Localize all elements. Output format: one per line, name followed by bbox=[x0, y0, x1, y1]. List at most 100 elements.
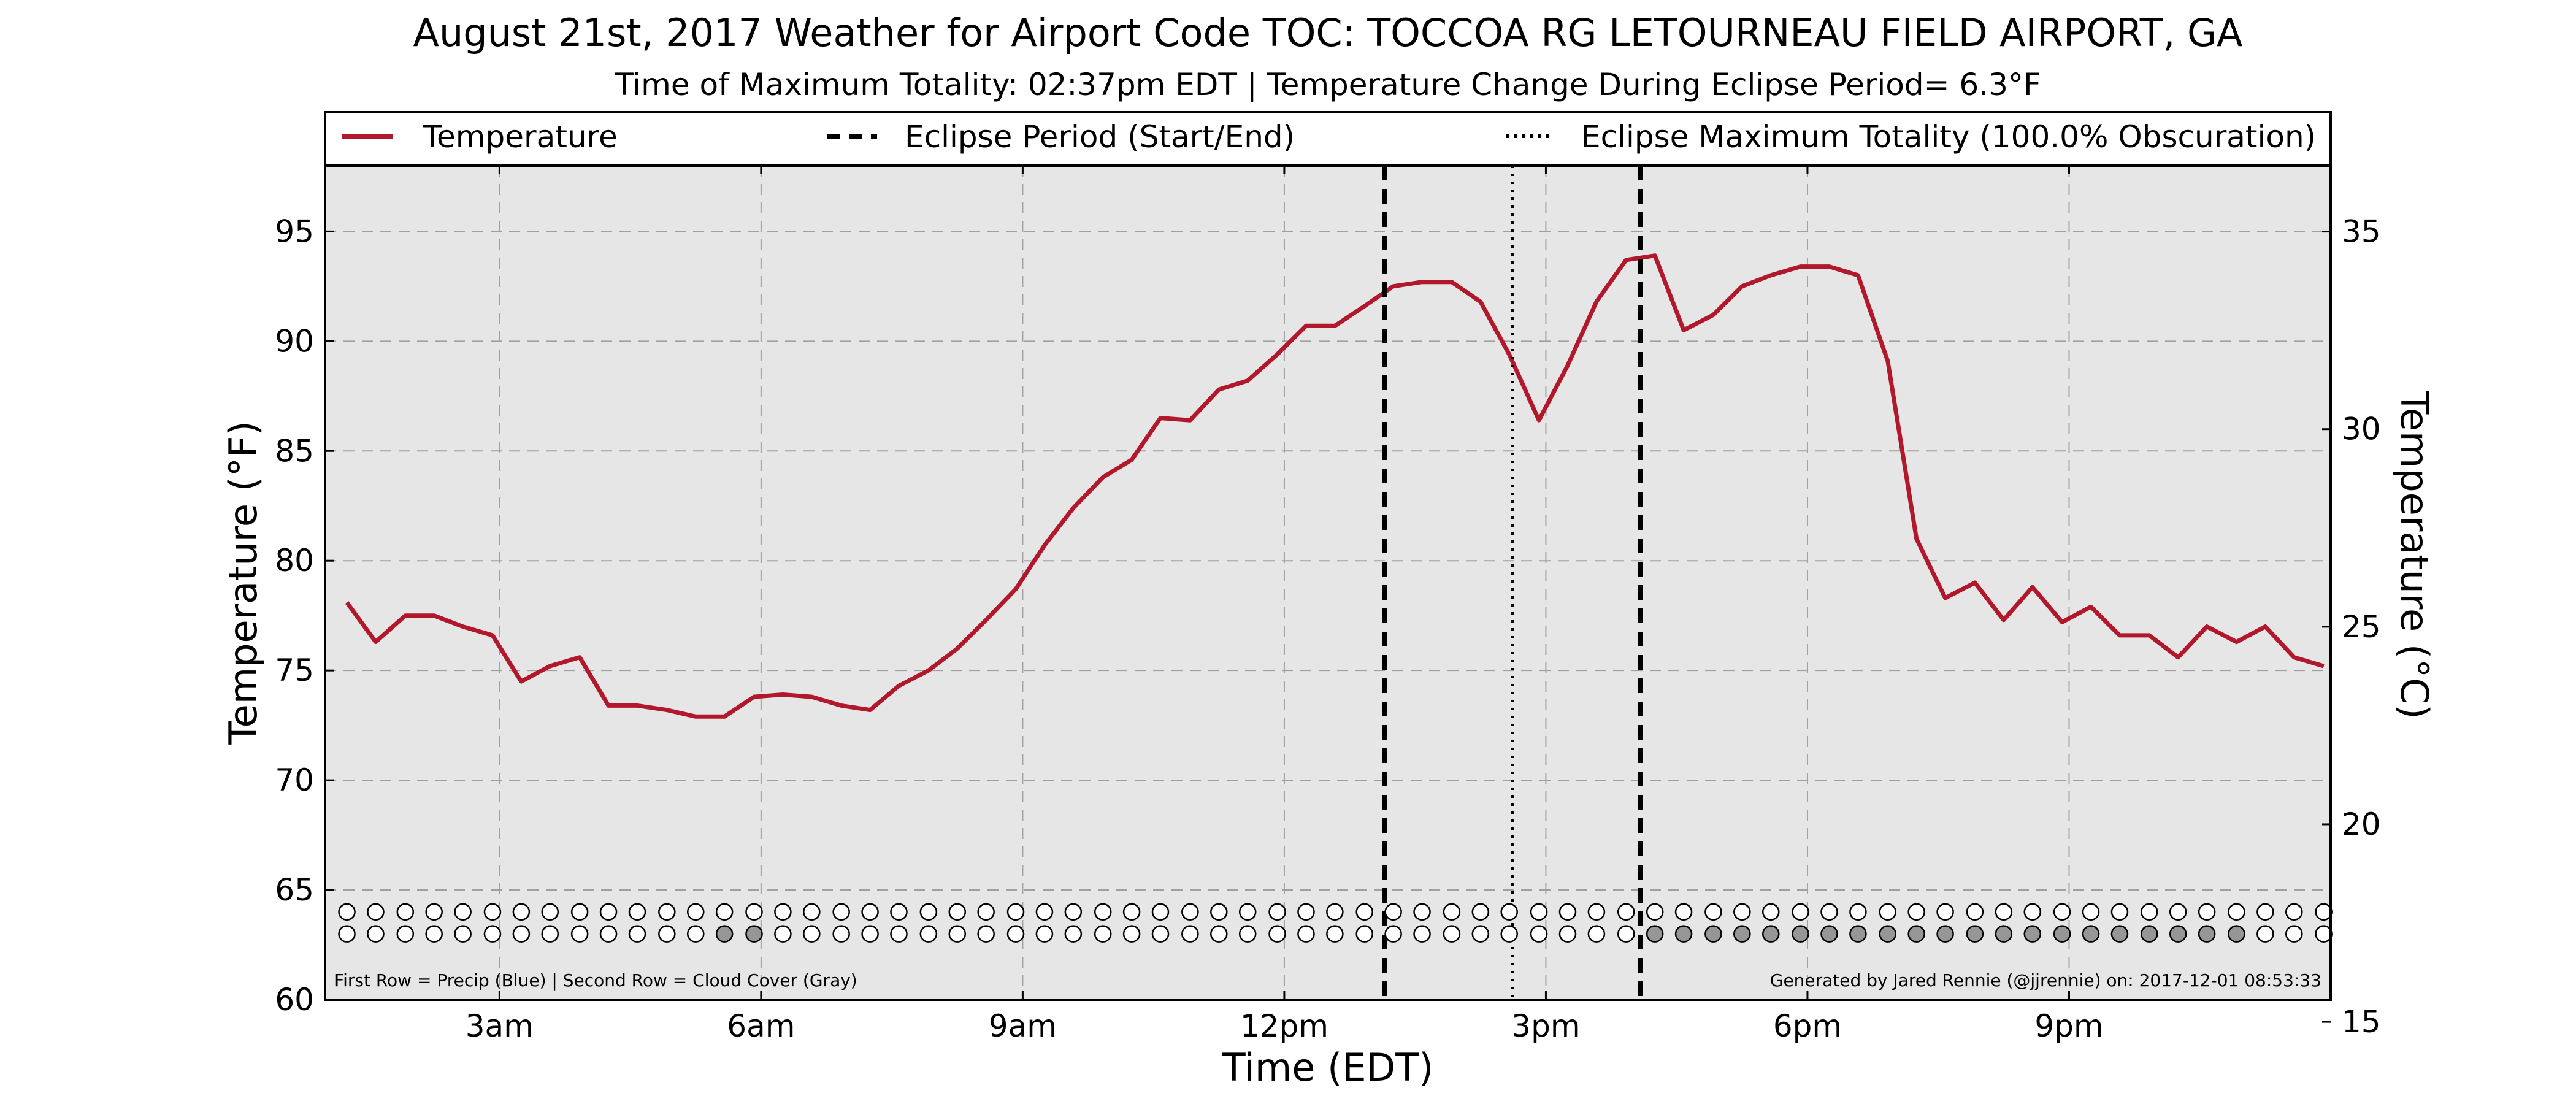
precip-indicator bbox=[1006, 903, 1025, 921]
precip-indicator bbox=[1704, 903, 1722, 921]
cloud-indicator bbox=[861, 925, 879, 943]
cloud-indicator bbox=[977, 925, 995, 943]
cloud-indicator bbox=[803, 925, 821, 943]
temperature-point bbox=[724, 716, 725, 717]
cloud-indicator bbox=[338, 925, 356, 943]
precip-indicator bbox=[1471, 903, 1490, 921]
precip-indicator bbox=[2082, 903, 2100, 921]
precip-indicator bbox=[686, 903, 705, 921]
cloud-indicator bbox=[1094, 925, 1112, 943]
cloud-indicator bbox=[715, 925, 734, 943]
cloud-indicator bbox=[512, 925, 531, 943]
cloud-indicator bbox=[1326, 925, 1344, 943]
cloud-indicator bbox=[1761, 925, 1780, 943]
cloud-indicator bbox=[1122, 925, 1141, 943]
precip-indicator bbox=[1558, 903, 1577, 921]
temperature-point bbox=[1277, 354, 1278, 355]
precip-indicator bbox=[1151, 903, 1170, 921]
precip-indicator bbox=[1238, 903, 1257, 921]
precip-indicator bbox=[1064, 903, 1083, 921]
cloud-indicator bbox=[1471, 925, 1490, 943]
cloud-indicator bbox=[599, 925, 618, 943]
precip-indicator bbox=[1879, 903, 1897, 921]
cloud-indicator bbox=[1006, 925, 1025, 943]
precip-indicator bbox=[1849, 903, 1867, 921]
temperature-point bbox=[1625, 259, 1627, 261]
chart-subtitle: Time of Maximum Totality: 02:37pm EDT | … bbox=[614, 67, 2041, 102]
x-tick-label: 6am bbox=[727, 1008, 795, 1044]
cloud-indicator bbox=[2141, 925, 2158, 943]
precip-indicator bbox=[1733, 903, 1751, 921]
precip-indicator bbox=[1413, 903, 1431, 921]
cloud-indicator bbox=[2315, 925, 2333, 943]
cloud-indicator bbox=[2228, 925, 2245, 943]
temperature-point bbox=[2032, 586, 2033, 588]
precip-indicator bbox=[396, 903, 415, 921]
precip-indicator bbox=[1326, 903, 1344, 921]
x-tick-label: 3pm bbox=[1511, 1008, 1580, 1044]
precip-indicator bbox=[2256, 903, 2274, 921]
x-tick-label: 9pm bbox=[2034, 1008, 2103, 1044]
precip-indicator bbox=[1384, 903, 1402, 921]
y-tick-label: 75 bbox=[275, 653, 314, 688]
y-tick-label: 80 bbox=[275, 543, 314, 578]
cloud-indicator bbox=[1849, 925, 1867, 943]
precip-indicator bbox=[1674, 903, 1693, 921]
precip-indicator bbox=[1820, 903, 1838, 921]
cloud-indicator bbox=[1558, 925, 1577, 943]
precip-indicator bbox=[832, 903, 850, 921]
temperature-point bbox=[1044, 545, 1045, 546]
y-right-tick-label: 25 bbox=[2342, 609, 2381, 645]
precip-indicator bbox=[1500, 903, 1518, 921]
cloud-indicator bbox=[1413, 925, 1431, 943]
temperature-point bbox=[2264, 626, 2266, 627]
precip-indicator bbox=[1587, 903, 1606, 921]
y-right-tick-label: 35 bbox=[2342, 214, 2381, 250]
temperature-point bbox=[2003, 619, 2004, 621]
cloud-indicator bbox=[483, 925, 502, 943]
precip-indicator bbox=[1966, 903, 1984, 921]
precip-indicator bbox=[658, 903, 676, 921]
cloud-indicator bbox=[890, 925, 908, 943]
cloud-indicator bbox=[1355, 925, 1373, 943]
precip-indicator bbox=[861, 903, 879, 921]
temperature-point bbox=[2323, 665, 2325, 667]
cloud-indicator bbox=[2110, 925, 2129, 943]
cloud-indicator bbox=[686, 925, 705, 943]
precip-indicator bbox=[890, 903, 908, 921]
grid bbox=[325, 166, 2331, 1000]
cloud-indicator bbox=[1297, 925, 1315, 943]
precip-indicator bbox=[919, 903, 938, 921]
precip-indicator bbox=[1646, 903, 1664, 921]
temperature-point bbox=[2061, 621, 2063, 623]
cloud-indicator bbox=[1035, 925, 1054, 943]
cloud-indicator bbox=[1181, 925, 1199, 943]
plot-area bbox=[325, 166, 2331, 1000]
cloud-indicator bbox=[832, 925, 850, 943]
precip-indicator bbox=[628, 903, 646, 921]
cloud-indicator bbox=[2256, 925, 2274, 943]
x-axis-label: Time (EDT) bbox=[1222, 1045, 1434, 1090]
precip-indicator bbox=[977, 903, 995, 921]
precip-indicator bbox=[1181, 903, 1199, 921]
precip-indicator bbox=[1907, 903, 1925, 921]
y-tick-label: 60 bbox=[275, 982, 314, 1018]
precip-indicator bbox=[2023, 903, 2042, 921]
cloud-indicator bbox=[1820, 925, 1838, 943]
cloud-indicator bbox=[919, 925, 938, 943]
cloud-indicator bbox=[1704, 925, 1722, 943]
temperature-point bbox=[1480, 301, 1481, 302]
cloud-indicator bbox=[1064, 925, 1083, 943]
cloud-indicator bbox=[1907, 925, 1925, 943]
precip-indicator bbox=[2315, 903, 2333, 921]
legend: Temperature Eclipse Period (Start/End) E… bbox=[324, 111, 2332, 167]
cloud-indicator bbox=[745, 925, 763, 943]
x-tick-label: 9am bbox=[989, 1008, 1057, 1044]
indicator-rows bbox=[338, 903, 2333, 943]
precip-indicator bbox=[2228, 903, 2245, 921]
y-tick-label: 95 bbox=[275, 213, 314, 249]
y-tick-label: 65 bbox=[275, 872, 314, 908]
cloud-indicator bbox=[1733, 925, 1751, 943]
y-axis-label-left: Temperature (°F) bbox=[221, 421, 266, 745]
cloud-indicator bbox=[2082, 925, 2100, 943]
